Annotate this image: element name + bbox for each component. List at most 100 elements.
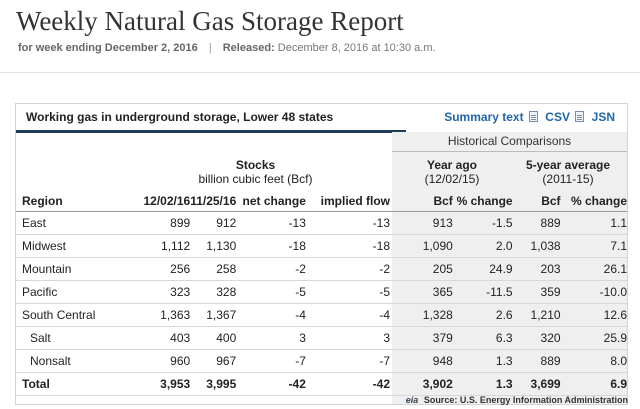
five-year-bcf-cell: 1,038 xyxy=(512,234,561,258)
five-year-pct-cell: 6.9 xyxy=(560,372,627,396)
current-week-cell: 1,112 xyxy=(126,234,191,258)
column-header-row: Region 12/02/16 11/25/16 net change impl… xyxy=(16,190,627,212)
released-label: Released: xyxy=(222,42,275,54)
week-label: for week ending December 2, 2016 xyxy=(18,42,198,54)
implied-flow-cell: -13 xyxy=(305,211,403,235)
current-week-cell: 899 xyxy=(126,211,191,235)
five-year-bcf-cell: 203 xyxy=(512,257,561,281)
released-value: December 8, 2016 at 10:30 a.m. xyxy=(277,42,436,54)
region-cell: Midwest xyxy=(16,234,127,258)
year-ago-bcf-cell: 913 xyxy=(402,211,453,235)
year-ago-bcf-cell: 365 xyxy=(402,280,453,304)
year-ago-bcf-cell: 1,090 xyxy=(402,234,453,258)
col-implied-flow: implied flow xyxy=(305,190,403,212)
five-year-pct-cell: 26.1 xyxy=(560,257,627,281)
year-ago-bcf-cell: 1,328 xyxy=(402,303,453,327)
current-week-cell: 256 xyxy=(126,257,191,281)
col-previous-week: 11/25/16 xyxy=(190,190,237,212)
historical-comparisons-label: Historical Comparisons xyxy=(447,134,572,148)
previous-week-cell: 3,995 xyxy=(190,372,237,396)
year-ago-date: (12/02/15) xyxy=(424,172,480,186)
region-cell: Pacific xyxy=(16,280,127,304)
year-ago-bcf-cell: 205 xyxy=(402,257,453,281)
year-ago-bcf-cell: 3,902 xyxy=(402,372,453,396)
five-year-range: (2011-15) xyxy=(542,172,594,186)
region-cell: East xyxy=(16,211,127,235)
implied-flow-cell: -18 xyxy=(305,234,403,258)
current-week-cell: 960 xyxy=(126,349,191,373)
previous-week-cell: 258 xyxy=(190,257,237,281)
five-year-bcf-cell: 359 xyxy=(512,280,561,304)
col-region: Region xyxy=(16,190,127,212)
five-year-bcf-cell: 889 xyxy=(512,349,561,373)
region-cell: Total xyxy=(16,372,127,396)
stocks-unit: billion cubic feet (Bcf) xyxy=(198,172,313,186)
current-week-cell: 403 xyxy=(126,326,191,350)
year-ago-pct-cell: -1.5 xyxy=(452,211,513,235)
year-ago-pct-cell: -11.5 xyxy=(452,280,513,304)
previous-week-cell: 1,130 xyxy=(190,234,237,258)
stocks-title: Stocks xyxy=(235,158,276,172)
historical-rule xyxy=(392,151,627,152)
net-change-cell: -5 xyxy=(236,280,306,304)
five-year-title: 5-year average xyxy=(525,158,611,172)
title-rule xyxy=(16,130,406,133)
download-links: Summary text CSV JSN xyxy=(442,110,615,124)
five-year-pct-cell: 25.9 xyxy=(560,326,627,350)
year-ago-bcf-cell: 948 xyxy=(402,349,453,373)
implied-flow-cell: -2 xyxy=(305,257,403,281)
year-ago-group-header: Year ago (12/02/15) xyxy=(396,158,508,186)
net-change-cell: -7 xyxy=(236,349,306,373)
implied-flow-cell: -5 xyxy=(305,280,403,304)
five-year-pct-cell: 1.1 xyxy=(560,211,627,235)
col-five-year-pct: % change xyxy=(560,190,627,212)
table-row: Mountain 256 258 -2 -2 205 24.9 203 26.1 xyxy=(16,257,627,281)
col-current-week: 12/02/16 xyxy=(126,190,191,212)
previous-week-cell: 328 xyxy=(190,280,237,304)
page-title: Weekly Natural Gas Storage Report xyxy=(16,6,404,36)
col-year-ago-pct: % change xyxy=(452,190,513,212)
year-ago-pct-cell: 24.9 xyxy=(452,257,513,281)
source-text: Source: U.S. Energy Information Administ… xyxy=(423,395,628,405)
table-row: Pacific 323 328 -5 -5 365 -11.5 359 -10.0 xyxy=(16,280,627,304)
five-year-pct-cell: 12.6 xyxy=(560,303,627,327)
json-link[interactable]: JSN xyxy=(591,110,615,124)
net-change-cell: -18 xyxy=(236,234,306,258)
five-year-bcf-cell: 1,210 xyxy=(512,303,561,327)
previous-week-cell: 1,367 xyxy=(190,303,237,327)
source-note: eia Source: U.S. Energy Information Admi… xyxy=(406,395,628,405)
current-week-cell: 1,363 xyxy=(126,303,191,327)
document-icon[interactable] xyxy=(575,111,585,122)
net-change-cell: -42 xyxy=(236,372,306,396)
five-year-group-header: 5-year average (2011-15) xyxy=(510,158,626,186)
summary-text-link[interactable]: Summary text xyxy=(444,110,524,124)
document-icon[interactable] xyxy=(528,111,538,122)
implied-flow-cell: 3 xyxy=(305,326,403,350)
col-five-year-bcf: Bcf xyxy=(512,190,561,212)
five-year-bcf-cell: 3,699 xyxy=(512,372,561,396)
year-ago-pct-cell: 6.3 xyxy=(452,326,513,350)
eia-logo: eia xyxy=(405,395,419,405)
year-ago-title: Year ago xyxy=(426,158,478,172)
five-year-bcf-cell: 320 xyxy=(512,326,561,350)
header-divider xyxy=(0,72,640,73)
table-row: South Central 1,363 1,367 -4 -4 1,328 2.6 1,210… xyxy=(16,303,627,327)
five-year-pct-cell: -10.0 xyxy=(560,280,627,304)
five-year-pct-cell: 7.1 xyxy=(560,234,627,258)
col-year-ago-bcf: Bcf xyxy=(402,190,453,212)
implied-flow-cell: -42 xyxy=(305,372,403,396)
year-ago-pct-cell: 2.6 xyxy=(452,303,513,327)
csv-link[interactable]: CSV xyxy=(545,110,570,124)
card-title: Working gas in underground storage, Lowe… xyxy=(26,110,334,124)
implied-flow-cell: -7 xyxy=(305,349,403,373)
year-ago-pct-cell: 1.3 xyxy=(452,349,513,373)
table-row: East 899 912 -13 -13 913 -1.5 889 1.1 xyxy=(16,211,627,235)
five-year-pct-cell: 8.0 xyxy=(560,349,627,373)
region-cell: Nonsalt xyxy=(16,349,127,373)
previous-week-cell: 967 xyxy=(190,349,237,373)
total-row: Total 3,953 3,995 -42 -42 3,902 1.3 3,699 6.9 xyxy=(16,372,627,396)
five-year-bcf-cell: 889 xyxy=(512,211,561,235)
year-ago-pct-cell: 1.3 xyxy=(452,372,513,396)
storage-card: Working gas in underground storage, Lowe… xyxy=(15,103,628,405)
net-change-cell: -4 xyxy=(236,303,306,327)
